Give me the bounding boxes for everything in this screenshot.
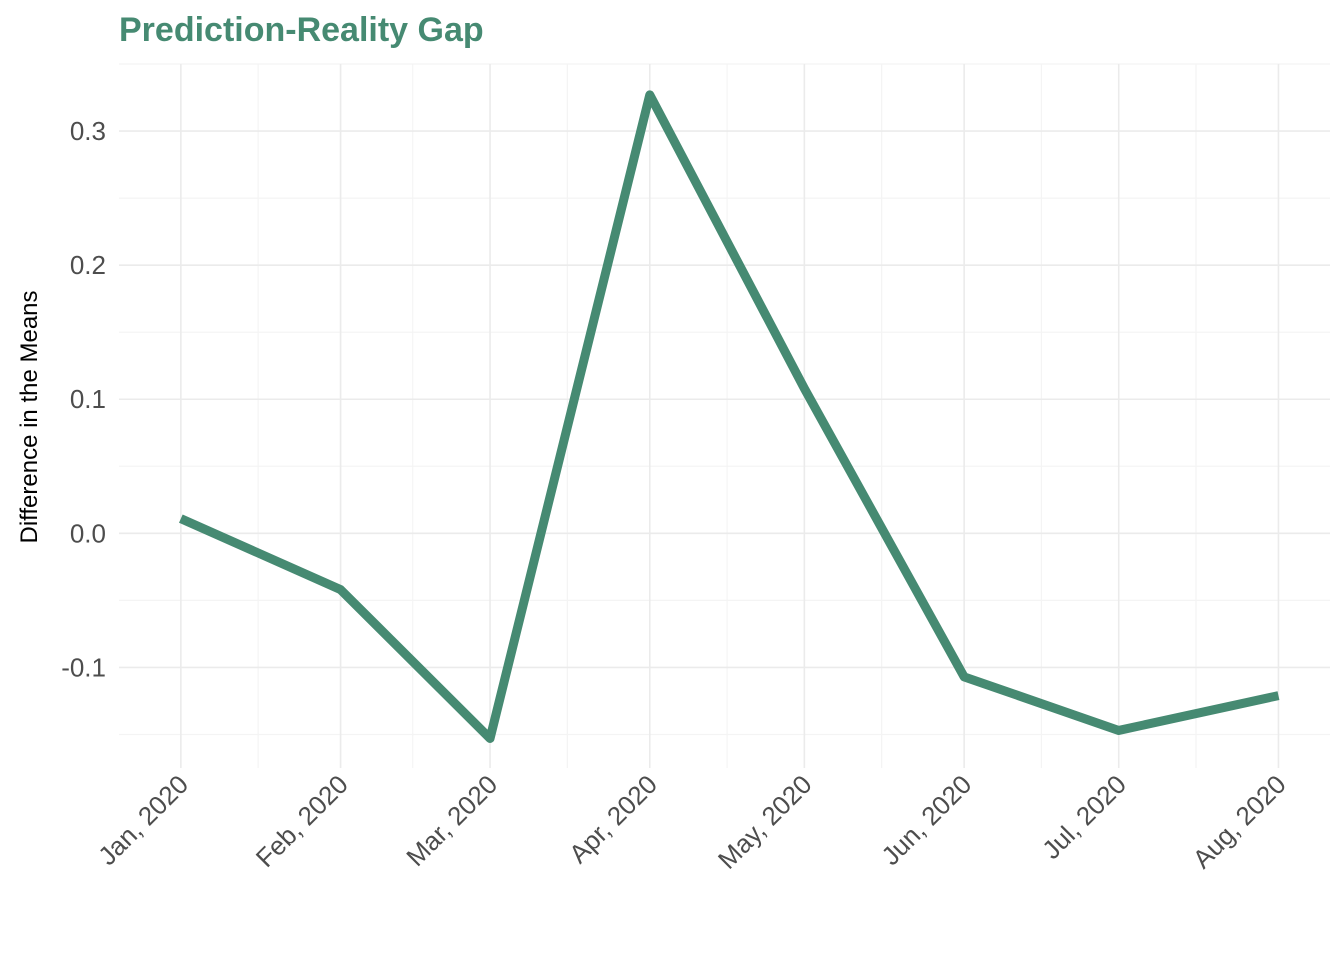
y-tick-label: 0.2	[70, 250, 106, 280]
y-axis-ticks: 0.3 0.2 0.1 0.0 -0.1	[61, 116, 106, 682]
x-axis-ticks: Jan, 2020 Feb, 2020 Mar, 2020 Apr, 2020 May,…	[92, 769, 1292, 875]
x-tick-label: May, 2020	[712, 769, 818, 875]
y-tick-label: 0.1	[70, 384, 106, 414]
x-tick-label: Apr, 2020	[563, 769, 663, 869]
x-tick-label: Jan, 2020	[92, 769, 194, 871]
y-tick-label: -0.1	[61, 652, 106, 682]
y-tick-label: 0.3	[70, 116, 106, 146]
y-axis-title: Difference in the Means	[16, 290, 43, 543]
x-tick-label: Aug, 2020	[1187, 769, 1292, 874]
chart-title: Prediction-Reality Gap	[119, 11, 484, 49]
series-line	[179, 90, 1280, 743]
minor-gridlines	[119, 63, 1330, 768]
series-layer	[179, 90, 1280, 743]
x-tick-label: Jul, 2020	[1036, 769, 1132, 865]
major-gridlines	[119, 64, 1330, 768]
y-tick-label: 0.0	[70, 518, 106, 548]
x-tick-label: Mar, 2020	[400, 769, 503, 872]
x-tick-label: Jun, 2020	[875, 769, 977, 871]
x-tick-label: Feb, 2020	[250, 769, 354, 873]
